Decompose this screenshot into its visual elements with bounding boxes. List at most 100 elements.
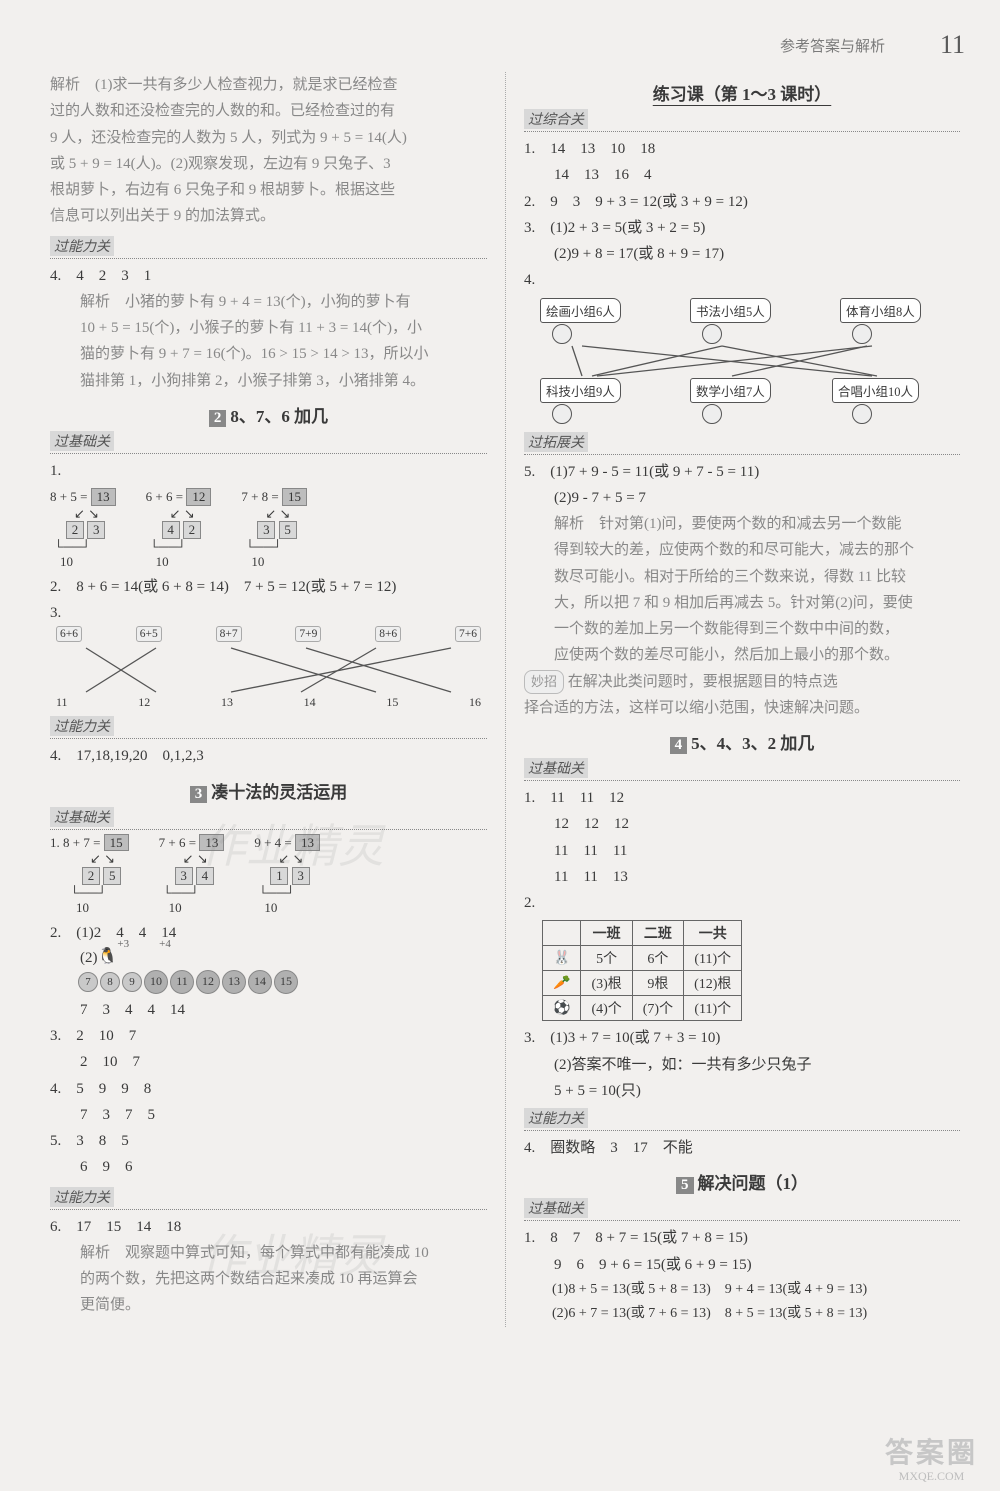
c01: 5个 xyxy=(581,946,632,971)
lc-top: 7 + 8 = xyxy=(241,489,278,504)
s4q1-l2: 12 12 12 xyxy=(524,811,960,837)
s3a-s1: 2 xyxy=(82,867,100,885)
divider xyxy=(50,1209,487,1210)
c00: 🐰 xyxy=(543,946,581,971)
r5-l2: (2)9 - 7 + 5 = 7 xyxy=(524,485,960,511)
s4q3-l1: 3. (1)3 + 7 = 10(或 7 + 3 = 10) xyxy=(524,1025,960,1051)
r5-l1: 5. (1)7 + 9 - 5 = 11(或 9 + 7 - 5 = 11) xyxy=(524,459,960,485)
s3q2-l1: 2. (1)2 4 4 14 xyxy=(50,920,487,946)
s3q3-l1: 3. 2 10 7 xyxy=(50,1023,487,1049)
divider xyxy=(524,1220,960,1221)
mb3: 14 xyxy=(304,695,316,710)
q4b-line: 4. 17,18,19,20 0,1,2,3 xyxy=(50,743,487,769)
page-number: 11 xyxy=(940,30,965,60)
b6: 13 xyxy=(222,970,246,994)
c12: 9根 xyxy=(632,971,683,996)
lb-ans: 12 xyxy=(186,488,211,506)
intro-explain-5: 根胡萝卜，右边有 6 只兔子和 9 根胡萝卜。根据这些 xyxy=(50,177,487,203)
la-top: 8 + 5 = xyxy=(50,489,87,504)
r5-e4: 大，所以把 7 和 9 相加后再减去 5。针对第(2)问，要使 xyxy=(524,590,960,616)
divider xyxy=(50,738,487,739)
tip-badge: 妙招 xyxy=(524,670,564,695)
c22: (7)个 xyxy=(632,996,683,1021)
r3-l1: 3. (1)2 + 3 = 5(或 3 + 2 = 5) xyxy=(524,215,960,241)
footer-small: MXQE.COM xyxy=(885,1470,978,1483)
s3c-s1: 1 xyxy=(270,867,288,885)
c02: 6个 xyxy=(632,946,683,971)
r5-e2: 得到较大的差，应使两个数的和尽可能大，减去的那个 xyxy=(524,537,960,563)
mb4: 15 xyxy=(386,695,398,710)
b5: 12 xyxy=(196,970,220,994)
left-column: 解析 (1)求一共有多少人检查视力，就是求已经检查 过的人数和还没检查完的人数的… xyxy=(50,72,505,1327)
divider xyxy=(50,453,487,454)
b0: 7 xyxy=(78,972,98,992)
s3a-ans: 15 xyxy=(104,834,129,852)
la-bot: 10 xyxy=(60,554,116,570)
ladder-b: 6 + 6 = 12 ↙ ↘ 4 2 └──┘ 10 xyxy=(146,488,212,570)
intro-explain-2: 过的人数和还没检查完的人数的和。已经检查过的有 xyxy=(50,98,487,124)
table-row: 🥕 (3)根 9根 (12)根 xyxy=(543,971,742,996)
fb1: 数学小组7人 xyxy=(690,378,771,403)
s3c-s2: 3 xyxy=(292,867,310,885)
ladder-c: 7 + 8 = 15 ↙ ↘ 3 5 └──┘ 10 xyxy=(241,488,307,570)
intro-explain-6: 信息可以列出关于 9 的加法算式。 xyxy=(50,203,487,229)
ability-label: 过能力关 xyxy=(50,236,114,256)
lc-s1: 3 xyxy=(257,521,275,539)
th1: 一班 xyxy=(581,921,632,946)
matching-diagram: 6+6 6+5 8+7 7+9 8+6 7+6 11 12 13 14 15 xyxy=(56,626,481,710)
lb-s1: 4 xyxy=(162,521,180,539)
lb-bot: 10 xyxy=(156,554,212,570)
r2: 2. 9 3 9 + 3 = 12(或 3 + 9 = 12) xyxy=(524,189,960,215)
s3q6-e2: 的两个数，先把这两个数结合起来凑成 10 再运算会 xyxy=(50,1266,487,1292)
s3-ladder-c: 9 + 4 = 13 ↙ ↘ 1 3 └──┘ 10 xyxy=(254,834,320,916)
s3q5-l1: 5. 3 8 5 xyxy=(50,1128,487,1154)
right-column: 练习课（第 1～3 课时） 过综合关 1. 14 13 10 18 14 13 … xyxy=(505,72,960,1327)
b8: 15 xyxy=(274,970,298,994)
s3-q1-row: 1. 8 + 7 = 15 ↙ ↘ 2 5 └──┘ 10 7 + 6 = 13… xyxy=(50,834,487,916)
header-label: 参考答案与解析 xyxy=(780,35,885,56)
practice-title: 练习课（第 1～3 课时） xyxy=(524,80,960,105)
section-3-title: 3凑十法的灵活运用 xyxy=(50,778,487,803)
sec5-text: 解决问题（1） xyxy=(698,1174,809,1193)
divider xyxy=(50,829,487,830)
mb0: 11 xyxy=(56,695,68,710)
s5q1-l1: 1. 8 7 8 + 7 = 15(或 7 + 8 = 15) xyxy=(524,1225,960,1251)
arc2: +4 xyxy=(159,938,171,950)
ability-label-r: 过能力关 xyxy=(524,1108,588,1128)
r5-e6: 应使两个数的差尽可能小，然后加上最小的那个数。 xyxy=(524,642,960,668)
s3q4-l2: 7 3 7 5 xyxy=(50,1102,487,1128)
badge-4: 4 xyxy=(670,737,688,754)
s3a-s2: 5 xyxy=(103,867,121,885)
q4-answer: 4. 4 2 3 1 xyxy=(50,263,487,289)
lc-s2: 5 xyxy=(279,521,297,539)
sec4-text: 5、4、3、2 加几 xyxy=(691,734,814,753)
la-ans: 13 xyxy=(91,488,116,506)
ability-label-2: 过能力关 xyxy=(50,716,114,736)
th0 xyxy=(543,921,581,946)
c11: (3)根 xyxy=(581,971,632,996)
c23: (11)个 xyxy=(684,996,742,1021)
q1-num: 1. xyxy=(50,458,487,484)
b2: 9 xyxy=(122,972,142,992)
fb2: 合唱小组10人 xyxy=(832,378,919,403)
c13: (12)根 xyxy=(684,971,742,996)
ext-label: 过拓展关 xyxy=(524,432,588,452)
basic-label: 过基础关 xyxy=(50,431,114,451)
r5-e1: 解析 针对第(1)问，要使两个数的和减去另一个数能 xyxy=(524,511,960,537)
sec3-text: 凑十法的灵活运用 xyxy=(211,783,347,802)
r5-e5: 一个数的差加上另一个数能得到三个数中中间的数， xyxy=(524,616,960,642)
face-icon xyxy=(702,404,722,424)
b3: 10 xyxy=(144,970,168,994)
q4-explain-2: 10 + 5 = 15(个)，小猴子的萝卜有 11 + 3 = 14(个)，小 xyxy=(50,315,487,341)
s3q2-l2-row: (2) 🐧 +3 +4 xyxy=(50,946,487,967)
section-2-title: 28、7、6 加几 xyxy=(50,402,487,427)
c10: 🥕 xyxy=(543,971,581,996)
divider xyxy=(524,1130,960,1131)
s3q6-l1: 6. 17 15 14 18 xyxy=(50,1214,487,1240)
lc-ans: 15 xyxy=(282,488,307,506)
s3c-bot: 10 xyxy=(264,900,320,916)
basic-label-r: 过基础关 xyxy=(524,758,588,778)
face-icon xyxy=(852,404,872,424)
s4q3-l3: 5 + 5 = 10(只) xyxy=(524,1078,960,1104)
s3b-s2: 4 xyxy=(196,867,214,885)
